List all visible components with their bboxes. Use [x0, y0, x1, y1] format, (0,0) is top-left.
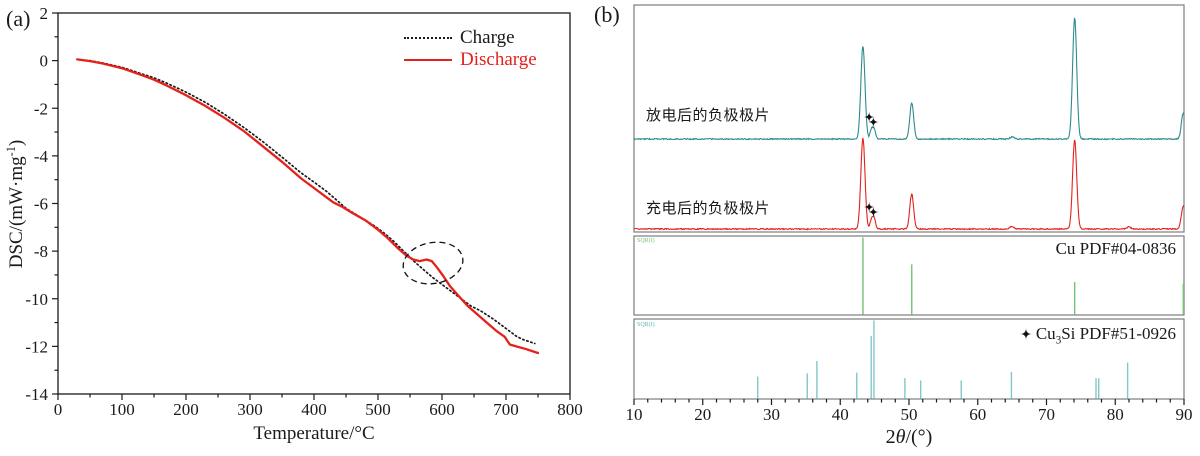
y-label-text: DSC/(mW·mg — [6, 156, 28, 269]
charge-curve — [76, 58, 536, 345]
panel-a-plot: 0 100 200 300 400 500 600 700 800 -14 -12 -10 -8 -6 -4… — [25, 4, 582, 419]
two-theta-post: /(°) — [905, 426, 933, 448]
panel-a-label: (a) — [6, 6, 31, 31]
cu3si-label-subscript: 3 — [1055, 334, 1062, 347]
xrd-curve-discharged — [634, 17, 1185, 141]
discharged-electrode-label: 放电后的负极极片 — [646, 108, 771, 124]
svg-text:60: 60 — [969, 405, 986, 424]
svg-text:600: 600 — [429, 400, 455, 419]
svg-text:800: 800 — [557, 400, 583, 419]
cu3si-label-pre: Cu — [1035, 324, 1056, 343]
theta-symbol: θ — [895, 426, 906, 448]
cu3si-panel-sqr-axis-label: SQR(I) — [637, 322, 655, 328]
discharge-solid-line-sample — [404, 59, 452, 61]
svg-text:0: 0 — [54, 400, 63, 419]
dsc-annotation-ellipse — [402, 241, 464, 285]
cu3si-peak-marker-1 — [867, 206, 879, 218]
svg-text:300: 300 — [237, 400, 263, 419]
svg-text:30: 30 — [763, 405, 780, 424]
svg-text:-2: -2 — [34, 99, 48, 118]
panel-b-label: (b) — [594, 2, 620, 27]
y-label-superscript: -1 — [3, 146, 18, 157]
four-pointed-star-icon — [1019, 328, 1032, 340]
two-theta-pre: 2 — [885, 426, 896, 448]
cu-panel-sqr-axis-label: SQR(I) — [637, 238, 655, 244]
legend-row-discharge: Discharge — [404, 49, 537, 71]
svg-text:80: 80 — [1107, 405, 1124, 424]
legend-charge-label: Charge — [460, 27, 515, 48]
discharge-curve — [76, 58, 540, 355]
svg-text:200: 200 — [173, 400, 199, 419]
cu3si-reference-label: Cu3Si PDF#51-0926 — [1019, 324, 1176, 347]
svg-text:50: 50 — [901, 405, 918, 424]
cu3si-peak-marker-0 — [863, 201, 875, 213]
panel-a-y-axis-label: DSC/(mW·mg-1) — [4, 140, 28, 269]
svg-text:400: 400 — [301, 400, 327, 419]
svg-text:2: 2 — [40, 4, 49, 23]
xrd-curve-charged — [633, 137, 1185, 231]
svg-text:-12: -12 — [25, 337, 48, 356]
svg-text:20: 20 — [694, 405, 711, 424]
svg-text:-8: -8 — [34, 242, 48, 261]
panel-a-legend: Charge Discharge — [404, 27, 537, 71]
svg-text:70: 70 — [1038, 405, 1055, 424]
charge-dotted-line-sample — [404, 37, 452, 39]
panel-b-x-axis-label: 2θ/(°) — [634, 426, 1184, 449]
y-label-close: ) — [6, 139, 28, 147]
svg-text:-4: -4 — [34, 147, 49, 166]
cu-reference-label: Cu PDF#04-0836 — [1055, 239, 1176, 258]
panel-b-plot: 10 20 30 40 50 60 70 80 90 — [626, 4, 1193, 424]
svg-text:0: 0 — [40, 52, 49, 71]
panel-a-x-axis-label: Temperature/°C — [253, 423, 375, 444]
svg-text:-6: -6 — [34, 195, 48, 214]
svg-text:100: 100 — [109, 400, 135, 419]
svg-text:90: 90 — [1176, 405, 1193, 424]
charged-electrode-label: 充电后的负极极片 — [646, 201, 771, 217]
svg-text:40: 40 — [832, 405, 849, 424]
svg-text:-10: -10 — [25, 290, 48, 309]
cu3si-peak-marker-1 — [867, 116, 879, 128]
legend-discharge-label: Discharge — [460, 49, 537, 70]
svg-text:-14: -14 — [25, 385, 48, 404]
svg-text:700: 700 — [493, 400, 519, 419]
svg-text:500: 500 — [365, 400, 391, 419]
legend-row-charge: Charge — [404, 27, 537, 49]
cu3si-label-post: Si PDF#51-0926 — [1061, 324, 1176, 343]
cu3si-peak-marker-0 — [863, 111, 875, 123]
svg-text:10: 10 — [626, 405, 643, 424]
